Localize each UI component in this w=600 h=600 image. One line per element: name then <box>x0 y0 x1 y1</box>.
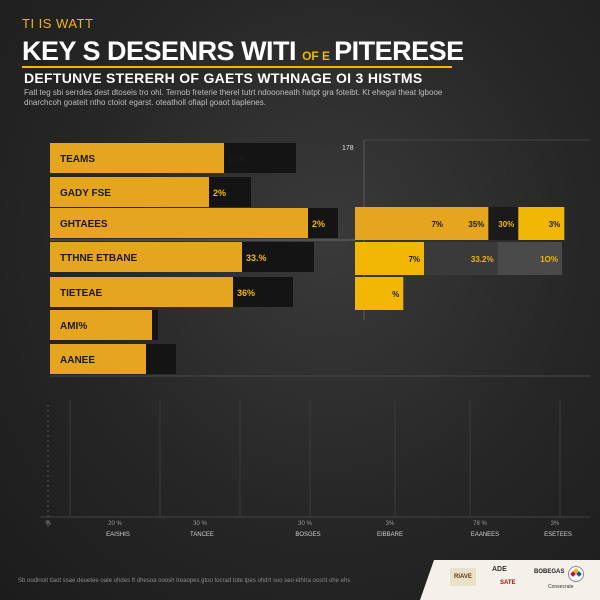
chart-title-mid: OF E <box>302 49 331 63</box>
bottom-tick-label: 3% <box>551 521 560 527</box>
stacked-segment <box>355 207 447 240</box>
sponsor-logo-3-sub: Consecrate <box>548 584 574 590</box>
chart-title-main: KEY S DESENRS WITI <box>22 36 297 66</box>
stacked-segment-label: 7% <box>431 220 443 229</box>
sponsor-logo-3: BOBEGAS <box>534 569 565 575</box>
stacked-segment <box>497 242 562 275</box>
bottom-tick-label: 30 % <box>298 521 312 527</box>
right-top-tick: 178 <box>342 145 354 152</box>
bottom-category-label: EAANEES <box>471 532 499 538</box>
bar-value-label: 20% <box>228 154 246 164</box>
bar-category-label: TIETEAE <box>60 288 103 299</box>
bottom-tick-label: 3% <box>386 521 395 527</box>
bottom-tick-label: 78 % <box>473 521 487 527</box>
bottom-tick-label: 20 % <box>108 521 122 527</box>
bar-category-label: AANEE <box>60 355 95 366</box>
title-underline <box>22 66 452 68</box>
bar-category-label: GHTAEES <box>60 219 108 230</box>
description-line-1: Fatl teg sbi serrdes dest dtoseis tro oh… <box>24 88 443 97</box>
bar-value-label: 2% <box>213 188 226 198</box>
bar-gold-6 <box>50 344 146 374</box>
bar-gold-1 <box>50 177 209 207</box>
bar-value-label: 36% <box>237 288 255 298</box>
bar-gold-5 <box>50 310 152 340</box>
stacked-segment-label: 30% <box>498 220 514 229</box>
stacked-segment <box>447 207 489 240</box>
stacked-segment-label: 1O% <box>540 255 558 264</box>
chart-kicker: TI IS WATT <box>22 16 94 31</box>
bar-dark-2 <box>308 208 338 238</box>
bar-value-label: 33.% <box>246 253 267 263</box>
bar-category-label: TEAMS <box>60 154 95 165</box>
stacked-segment <box>488 207 519 240</box>
bar-category-label: GADY FSE <box>60 188 111 199</box>
bottom-category-label: BOSGES <box>295 532 320 538</box>
bar-dark-3 <box>242 242 314 272</box>
stacked-segment <box>424 242 498 275</box>
footer-note: Sb oodlnoit tiaot ssae deuetee oate ohde… <box>18 578 351 584</box>
team-logo-icon <box>568 566 584 582</box>
bar-category-label: AMI% <box>60 321 87 332</box>
bar-dark-1 <box>209 177 251 207</box>
stacked-segment <box>518 207 565 240</box>
bar-category-label: TTHNE ETBANE <box>60 253 138 264</box>
bottom-tick-label: 30 % <box>193 521 207 527</box>
sponsor-logo-shield: RIAVE <box>450 568 476 586</box>
stacked-segment <box>355 242 424 275</box>
bottom-category-label: TANCEE <box>190 532 214 538</box>
bar-dark-6 <box>146 344 176 374</box>
chart-subtitle: DEFTUNVE STERERH OF GAETS WTHNAGE OI 3 H… <box>24 70 423 86</box>
sponsor-logo-2: ADE <box>492 566 507 573</box>
stacked-segment <box>355 277 404 310</box>
stacked-segment-label: 35% <box>468 220 484 229</box>
bar-dark-0 <box>224 143 296 173</box>
bar-dark-5 <box>152 310 158 340</box>
bar-gold-2 <box>50 208 308 238</box>
bar-gold-4 <box>50 277 233 307</box>
bottom-category-label: EAISHIS <box>106 532 130 538</box>
stacked-segment-label: % <box>392 290 399 299</box>
bottom-category-label: EIBBARE <box>377 532 403 538</box>
stacked-segment-label: 7% <box>408 255 420 264</box>
chart-title-end: PITERESE <box>334 36 464 66</box>
stacked-segment-label: 3% <box>549 220 561 229</box>
chart-title: KEY S DESENRS WITI OF E PITERESE <box>22 36 464 66</box>
bar-gold-3 <box>50 242 242 272</box>
bottom-category-label: ESETEES <box>544 532 572 538</box>
description-line-2: dnarchcoh goateit ntho ctoiot egarst. ot… <box>24 98 266 107</box>
bar-dark-4 <box>233 277 293 307</box>
sponsor-logo-2-sub: SATE <box>500 580 516 586</box>
stacked-segment-label: 33.2% <box>471 255 494 264</box>
bar-gold-0 <box>50 143 224 173</box>
bottom-tick-label: % <box>45 521 51 527</box>
bar-value-label: 2% <box>312 219 325 229</box>
